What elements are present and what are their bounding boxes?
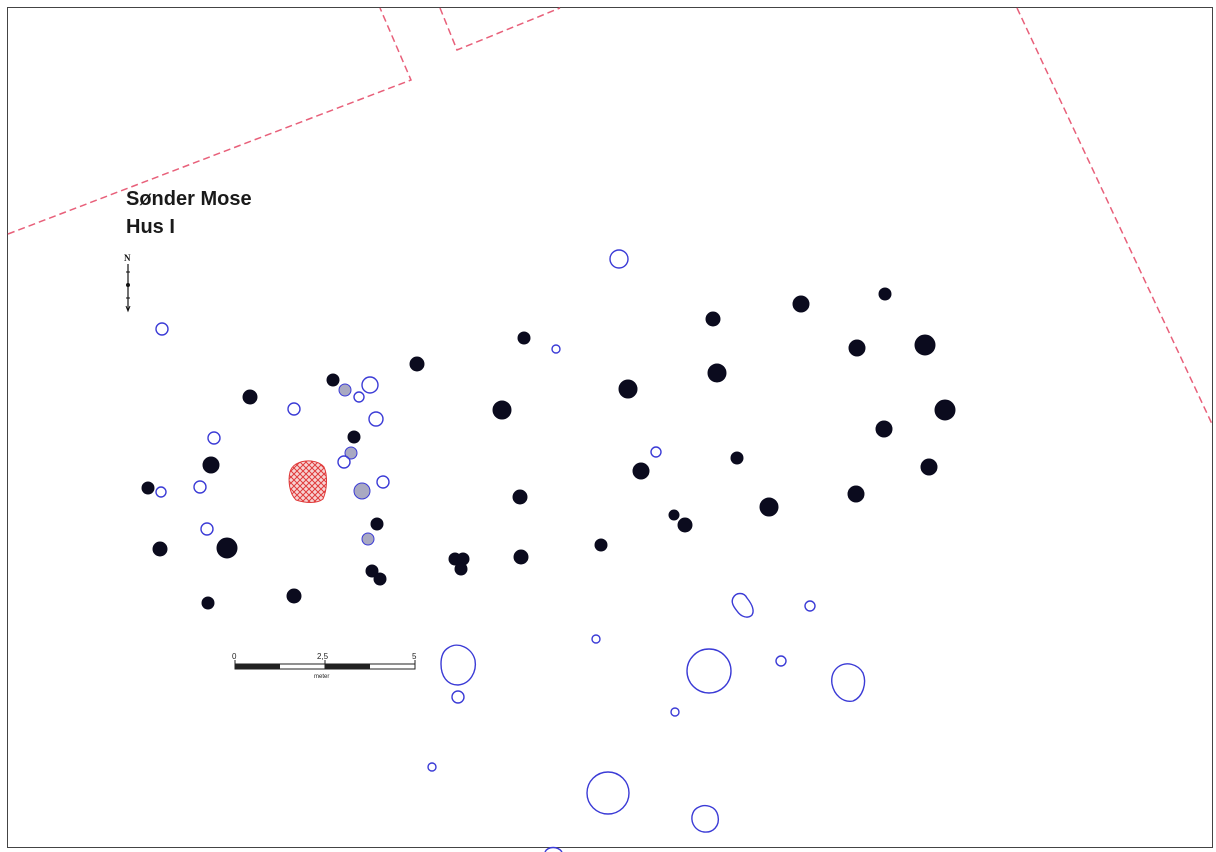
posthole-black (618, 379, 638, 399)
north-label: N (124, 253, 131, 263)
hearth-feature (288, 460, 327, 503)
postholes-black (141, 287, 956, 610)
posthole-black (454, 562, 468, 576)
north-arrow-icon: N (124, 253, 131, 313)
irregular-pits (440, 592, 866, 852)
posthole-black (365, 564, 379, 578)
posthole-gray (344, 446, 358, 460)
posthole-black (934, 399, 956, 421)
posthole-black (878, 287, 892, 301)
posthole-black (847, 485, 865, 503)
posthole-black (202, 456, 220, 474)
pit-open (155, 322, 169, 336)
posthole-black (705, 311, 721, 327)
posthole-black (409, 356, 425, 372)
pit-open (155, 486, 167, 498)
posthole-black (920, 458, 938, 476)
boundary-line (439, 7, 561, 51)
pit-open (200, 522, 214, 536)
site-title: Sønder Mose (126, 188, 252, 210)
posthole-black (677, 517, 693, 533)
pit-open (361, 376, 379, 394)
posthole-black (242, 389, 258, 405)
pit-open (804, 600, 816, 612)
posthole-black (370, 517, 384, 531)
scale-tick-label: 0 (232, 652, 237, 661)
pit-open (686, 648, 732, 694)
boundary-lines (7, 7, 1213, 425)
posthole-black (914, 334, 936, 356)
pit-open (368, 411, 384, 427)
posthole-black (792, 295, 810, 313)
posthole-black (594, 538, 608, 552)
posthole-black (512, 489, 528, 505)
posthole-black (492, 400, 512, 420)
pit-open (591, 634, 601, 644)
posthole-black (730, 451, 744, 465)
irregular-pit (544, 846, 563, 852)
posthole-black (347, 430, 361, 444)
scale-bar: 0 2,5 5 meter (232, 652, 417, 680)
posthole-black (152, 541, 168, 557)
posthole-gray (353, 482, 371, 500)
posthole-black (201, 596, 215, 610)
posthole-black (517, 331, 531, 345)
posthole-black (848, 339, 866, 357)
pit-open (451, 690, 465, 704)
map-frame (7, 7, 1213, 848)
pit-open (650, 446, 662, 458)
pit-open (670, 707, 680, 717)
posthole-black (875, 420, 893, 438)
house-title: Hus I (126, 216, 175, 238)
posthole-black (216, 537, 238, 559)
posthole-black (759, 497, 779, 517)
irregular-pit (831, 663, 866, 702)
scale-unit-label: meter (314, 674, 329, 680)
posthole-black (141, 481, 155, 495)
pit-open (775, 655, 787, 667)
pit-open (287, 402, 301, 416)
postholes-gray (338, 383, 375, 546)
posthole-gray (361, 532, 375, 546)
scale-tick-label: 5 (412, 652, 417, 661)
irregular-pit (691, 804, 720, 833)
pit-open (551, 344, 561, 354)
pit-open (376, 475, 390, 489)
posthole-black (373, 572, 387, 586)
pit-open (586, 771, 630, 815)
posthole-black (668, 509, 680, 521)
boundary-line (7, 7, 412, 235)
irregular-pit (440, 644, 477, 686)
posthole-black (286, 588, 302, 604)
pit-open (337, 455, 351, 469)
posthole-black (513, 549, 529, 565)
pit-open (193, 480, 207, 494)
scale-tick-label: 2,5 (317, 652, 329, 661)
irregular-pit (731, 592, 754, 618)
boundary-line (1016, 7, 1213, 425)
pit-open (427, 762, 437, 772)
posthole-black (707, 363, 727, 383)
posthole-black (632, 462, 650, 480)
posthole-black (326, 373, 340, 387)
pit-open (353, 391, 365, 403)
pits-open (155, 249, 816, 815)
posthole-gray (338, 383, 352, 397)
pit-open (207, 431, 221, 445)
pit-open (609, 249, 629, 269)
